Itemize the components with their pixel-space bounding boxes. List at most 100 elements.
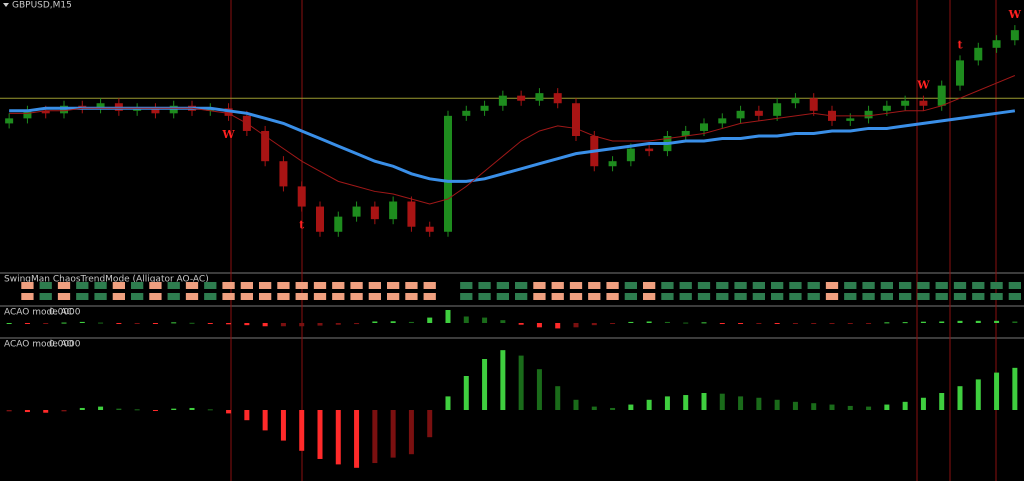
trend-block: [880, 293, 893, 300]
signal-label: t: [957, 38, 963, 51]
histogram-bar: [518, 355, 524, 410]
histogram-bar: [427, 317, 433, 323]
histogram-bar: [445, 396, 451, 410]
histogram-bar: [207, 323, 213, 324]
histogram-bar: [591, 406, 597, 410]
histogram-bar: [774, 323, 780, 324]
trend-block: [222, 282, 235, 289]
trend-block: [204, 293, 217, 300]
candle-body: [535, 93, 544, 101]
candle-body: [316, 206, 324, 232]
histogram-bar: [610, 323, 616, 324]
trend-block: [515, 293, 528, 300]
histogram-bar: [664, 396, 670, 410]
histogram-bar: [866, 406, 872, 410]
trend-block: [807, 293, 820, 300]
histogram-bar: [317, 323, 323, 326]
trend-block: [825, 282, 839, 289]
trend-block: [295, 282, 308, 289]
histogram-bar: [628, 321, 634, 323]
histogram-bar: [463, 376, 469, 410]
histogram-bar: [628, 404, 634, 410]
trend-block: [844, 293, 857, 300]
candle-body: [645, 148, 654, 152]
trend-block: [569, 293, 583, 300]
trend-block: [935, 282, 948, 289]
histogram-bar: [152, 323, 158, 324]
trend-block: [551, 282, 564, 289]
trend-block: [862, 293, 875, 300]
histogram-bar: [811, 323, 817, 324]
histogram-bar: [683, 322, 689, 324]
histogram-bar: [189, 407, 195, 410]
candle-body: [96, 103, 105, 109]
histogram-bar: [902, 401, 908, 410]
trend-block: [76, 293, 89, 300]
candle-body: [736, 110, 745, 119]
trend-block: [368, 282, 381, 289]
trend-block: [423, 282, 436, 289]
trend-block: [716, 282, 729, 289]
histogram-bar: [335, 410, 341, 465]
trend-block: [1008, 293, 1021, 300]
histogram-bar: [79, 321, 85, 323]
trend-block: [990, 293, 1003, 300]
trend-block: [771, 282, 784, 289]
panel-readout: 0.0000: [49, 308, 81, 318]
trend-block: [752, 293, 765, 300]
trend-block: [76, 282, 89, 289]
trend-block: [972, 293, 985, 300]
signal-label: t: [299, 219, 305, 232]
trend-block: [112, 282, 125, 289]
candle-body: [901, 100, 910, 106]
histogram-bar: [664, 321, 670, 323]
trend-block: [57, 293, 71, 300]
histogram-bar: [646, 321, 652, 323]
trend-block: [240, 293, 253, 300]
histogram-bar: [427, 410, 433, 438]
histogram-bar: [536, 323, 542, 328]
histogram-bar: [372, 410, 378, 464]
trend-block: [332, 282, 345, 289]
histogram-bar: [116, 323, 122, 324]
histogram-bar: [1012, 367, 1018, 410]
candle-body: [279, 161, 288, 187]
candle-body: [23, 110, 32, 119]
trend-block: [149, 293, 162, 300]
candle-body: [754, 110, 763, 116]
trend-block: [789, 282, 802, 289]
histogram-bar: [719, 393, 725, 410]
histogram-bar: [354, 410, 360, 468]
histogram-bar: [975, 320, 981, 323]
histogram-bar: [43, 410, 49, 413]
candle-body: [498, 95, 507, 106]
histogram-bar: [189, 322, 195, 324]
histogram-bar: [280, 323, 286, 327]
trend-block: [478, 282, 491, 289]
candle-body: [407, 201, 416, 227]
trend-block: [478, 293, 491, 300]
trend-block: [844, 282, 857, 289]
histogram-bar: [280, 410, 286, 441]
candle-body: [389, 201, 398, 220]
candle-body: [425, 226, 434, 232]
candle-body: [1010, 30, 1019, 41]
trend-block: [716, 293, 729, 300]
trend-block: [953, 293, 967, 300]
histogram-bar: [573, 323, 579, 328]
candle-body: [700, 123, 708, 131]
histogram-bar: [482, 359, 488, 410]
trend-block: [259, 293, 272, 300]
trend-block: [643, 282, 656, 289]
histogram-bar: [390, 321, 396, 323]
trend-block: [533, 282, 546, 289]
histogram-bar: [98, 322, 104, 324]
candle-body: [974, 47, 983, 61]
candle-body: [553, 93, 562, 104]
trend-block: [606, 282, 619, 289]
histogram-bar: [555, 386, 561, 410]
trend-block: [551, 293, 564, 300]
panel-title: ACAO mode AC: [4, 308, 73, 318]
trend-block: [131, 293, 144, 300]
